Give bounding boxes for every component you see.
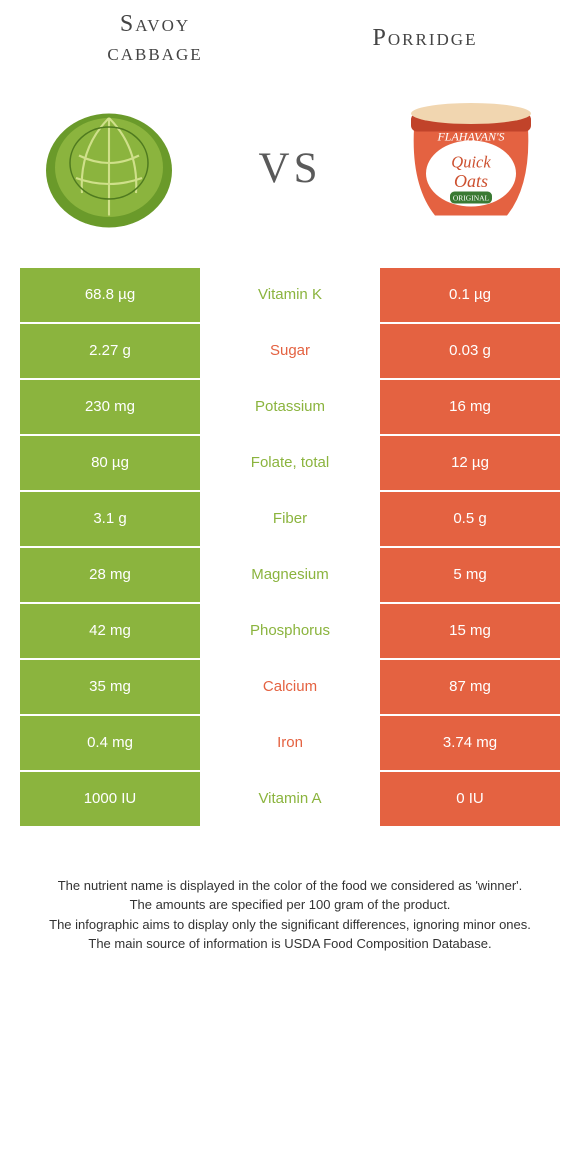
footnote-4: The main source of information is USDA F…	[30, 934, 550, 954]
left-title-line1: Savoy	[120, 11, 190, 37]
table-row: 3.1 gFiber0.5 g	[20, 492, 560, 546]
left-food-title: Savoy cabbage	[55, 10, 255, 68]
svg-text:ORIGINAL: ORIGINAL	[453, 193, 490, 202]
right-food-image: FLAHAVAN'S Quick Oats ORIGINAL	[396, 88, 546, 238]
table-row: 80 µgFolate, total12 µg	[20, 436, 560, 490]
right-value: 0.03 g	[380, 324, 560, 378]
left-title-line2: cabbage	[107, 40, 202, 66]
left-food-image	[34, 88, 184, 238]
table-row: 1000 IUVitamin A0 IU	[20, 772, 560, 826]
footnotes: The nutrient name is displayed in the co…	[0, 876, 580, 954]
right-value: 5 mg	[380, 548, 560, 602]
nutrient-label: Fiber	[200, 492, 380, 546]
right-food-title: Porridge	[325, 24, 525, 53]
right-value: 0.5 g	[380, 492, 560, 546]
vs-text: vs	[259, 127, 322, 198]
footnote-1: The nutrient name is displayed in the co…	[30, 876, 550, 896]
right-value: 16 mg	[380, 380, 560, 434]
nutrient-label: Vitamin K	[200, 268, 380, 322]
nutrient-label: Vitamin A	[200, 772, 380, 826]
nutrient-label: Phosphorus	[200, 604, 380, 658]
left-value: 230 mg	[20, 380, 200, 434]
nutrient-label: Magnesium	[200, 548, 380, 602]
left-value: 42 mg	[20, 604, 200, 658]
left-value: 3.1 g	[20, 492, 200, 546]
svg-text:Quick: Quick	[451, 152, 491, 171]
svg-text:Oats: Oats	[454, 171, 488, 191]
nutrient-label: Iron	[200, 716, 380, 770]
right-value: 0 IU	[380, 772, 560, 826]
right-value: 0.1 µg	[380, 268, 560, 322]
nutrient-label: Folate, total	[200, 436, 380, 490]
comparison-table: 68.8 µgVitamin K0.1 µg2.27 gSugar0.03 g2…	[20, 268, 560, 826]
table-row: 230 mgPotassium16 mg	[20, 380, 560, 434]
nutrient-label: Potassium	[200, 380, 380, 434]
left-value: 1000 IU	[20, 772, 200, 826]
right-value: 15 mg	[380, 604, 560, 658]
table-row: 2.27 gSugar0.03 g	[20, 324, 560, 378]
cabbage-icon	[34, 88, 184, 238]
titles-row: Savoy cabbage Porridge	[0, 0, 580, 68]
left-value: 68.8 µg	[20, 268, 200, 322]
table-row: 35 mgCalcium87 mg	[20, 660, 560, 714]
hero-row: vs FLAHAVAN'S Quick Oats ORIGINAL	[0, 68, 580, 268]
left-value: 80 µg	[20, 436, 200, 490]
footnote-3: The infographic aims to display only the…	[30, 915, 550, 935]
right-value: 3.74 mg	[380, 716, 560, 770]
left-value: 35 mg	[20, 660, 200, 714]
right-value: 12 µg	[380, 436, 560, 490]
nutrient-label: Calcium	[200, 660, 380, 714]
left-value: 0.4 mg	[20, 716, 200, 770]
table-row: 0.4 mgIron3.74 mg	[20, 716, 560, 770]
footnote-2: The amounts are specified per 100 gram o…	[30, 895, 550, 915]
table-row: 28 mgMagnesium5 mg	[20, 548, 560, 602]
right-value: 87 mg	[380, 660, 560, 714]
porridge-icon: FLAHAVAN'S Quick Oats ORIGINAL	[396, 93, 546, 233]
table-row: 68.8 µgVitamin K0.1 µg	[20, 268, 560, 322]
left-value: 2.27 g	[20, 324, 200, 378]
nutrient-label: Sugar	[200, 324, 380, 378]
left-value: 28 mg	[20, 548, 200, 602]
table-row: 42 mgPhosphorus15 mg	[20, 604, 560, 658]
